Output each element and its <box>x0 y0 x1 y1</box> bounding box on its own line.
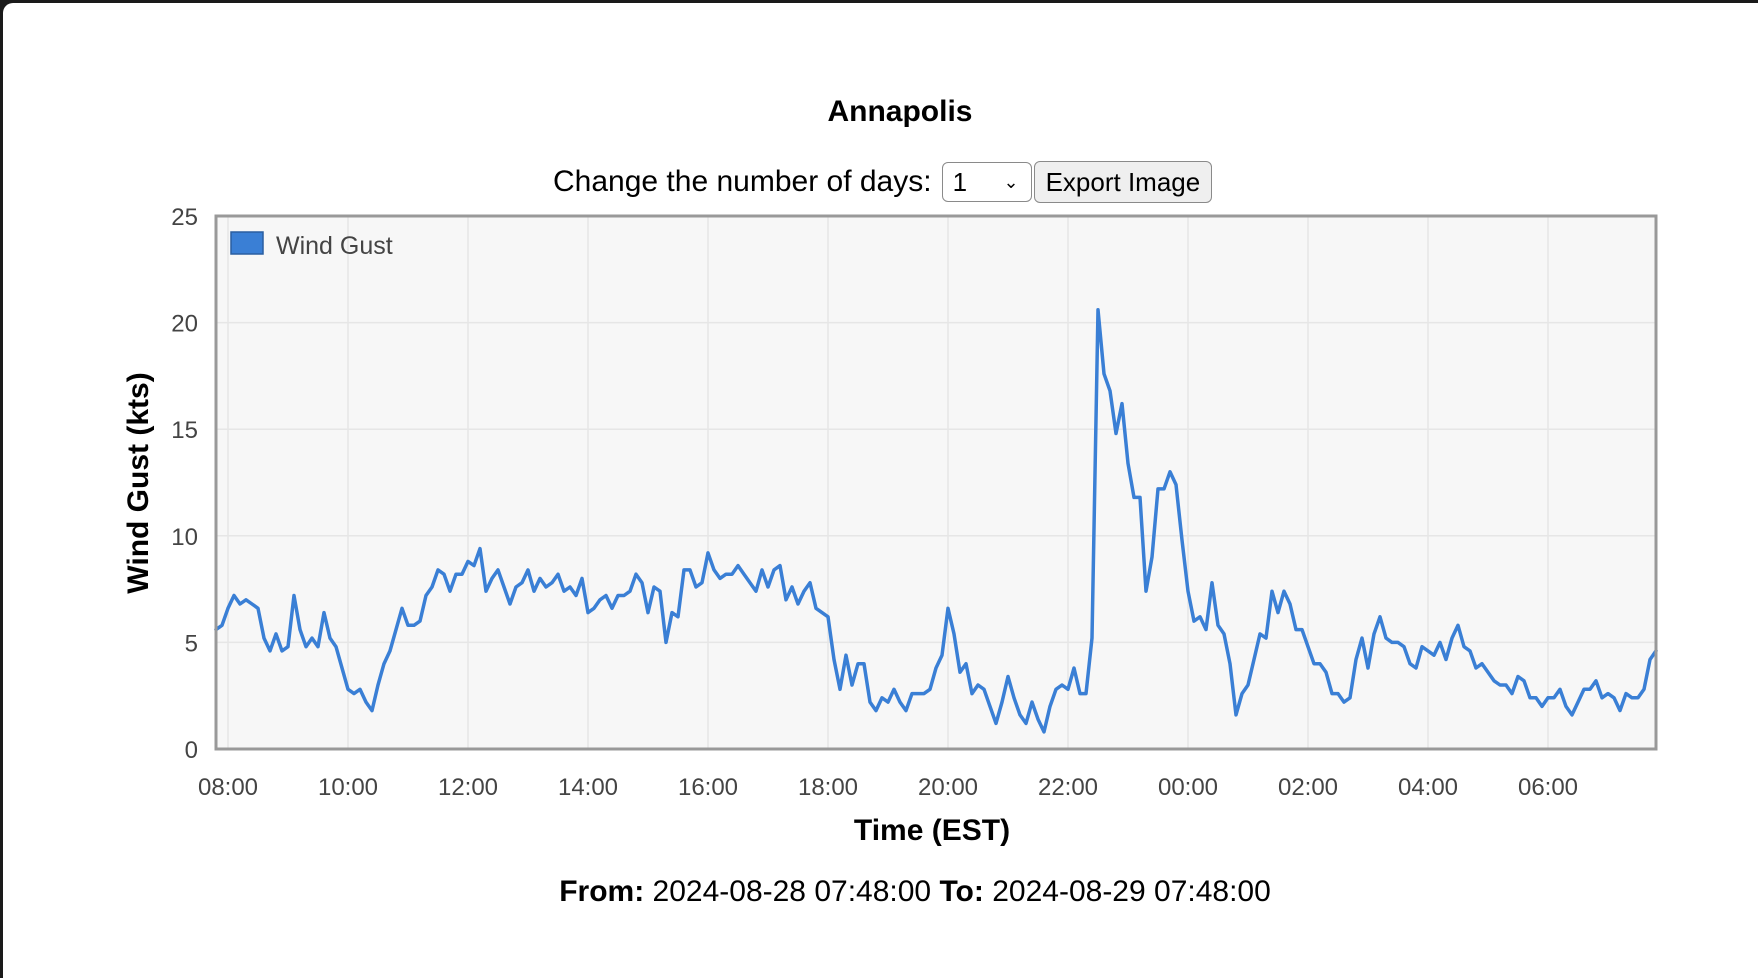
legend-label-wind-gust: Wind Gust <box>276 232 393 260</box>
y-tick-label: 5 <box>185 630 198 657</box>
y-tick-label: 25 <box>171 204 198 231</box>
plot-area <box>216 216 1656 749</box>
days-select[interactable]: 1 ⌄ <box>941 162 1032 202</box>
to-label: To: <box>939 875 984 908</box>
date-range: From: 2024-08-28 07:48:00 To: 2024-08-29… <box>0 875 1758 909</box>
from-label: From: <box>559 875 645 908</box>
days-controls: Change the number of days: 1 ⌄ Export Im… <box>553 160 1213 204</box>
page-title: Annapolis <box>827 95 973 128</box>
x-tick-label: 06:00 <box>1518 774 1578 801</box>
x-tick-label: 02:00 <box>1278 774 1338 801</box>
legend: Wind Gust <box>230 231 393 260</box>
x-tick-label: 18:00 <box>798 774 858 801</box>
x-tick-label: 16:00 <box>678 774 738 801</box>
x-tick-label: 04:00 <box>1398 774 1458 801</box>
y-tick-label: 20 <box>171 311 198 338</box>
from-value: 2024-08-28 07:48:00 <box>652 875 932 908</box>
days-select-value: 1 <box>952 166 968 197</box>
days-label: Change the number of days: <box>553 165 932 198</box>
x-tick-label: 22:00 <box>1038 774 1098 801</box>
chevron-down-icon: ⌄ <box>1003 171 1019 192</box>
series-line-wind-gust <box>214 308 1658 734</box>
y-tick-label: 10 <box>171 524 198 551</box>
x-tick-label: 12:00 <box>438 774 498 801</box>
export-image-button[interactable]: Export Image <box>1033 161 1213 203</box>
plot-border <box>214 214 1658 751</box>
x-axis-ticks: 08:00 10:00 12:00 14:00 16:00 18:00 20:00 22:00… <box>198 774 1578 801</box>
legend-swatch-wind-gust <box>230 231 264 255</box>
y-tick-label: 0 <box>185 737 198 764</box>
to-value: 2024-08-29 07:48:00 <box>992 875 1271 908</box>
x-tick-label: 00:00 <box>1158 774 1218 801</box>
y-tick-label: 15 <box>171 417 198 444</box>
x-tick-label: 08:00 <box>198 774 258 801</box>
y-axis-ticks: 0 5 10 15 20 25 <box>171 204 198 764</box>
y-axis-label: Wind Gust (kts) <box>122 372 155 593</box>
x-tick-label: 14:00 <box>558 774 618 801</box>
x-tick-label: 10:00 <box>318 774 378 801</box>
x-axis-label: Time (EST) <box>854 814 1010 847</box>
x-tick-label: 20:00 <box>918 774 978 801</box>
